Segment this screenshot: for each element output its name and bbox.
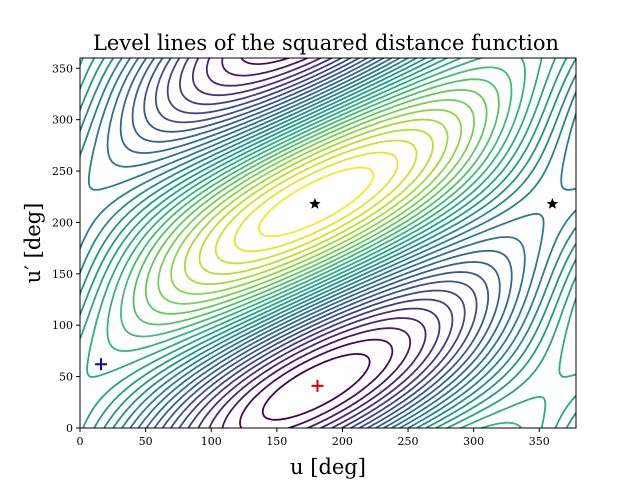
y-tick-label: 250	[52, 165, 73, 178]
contour-level	[157, 99, 475, 305]
contour-level	[154, 58, 478, 428]
contour-level	[119, 58, 513, 428]
y-tick-label: 300	[52, 114, 73, 127]
contour-level	[106, 58, 526, 428]
contour-level	[166, 58, 466, 428]
contour-level	[131, 58, 501, 428]
x-tick-label: 350	[529, 435, 550, 448]
x-tick-label: 300	[463, 435, 484, 448]
contour-level	[192, 58, 441, 428]
contour-level	[170, 108, 463, 295]
contour-level	[221, 58, 412, 428]
y-tick-label: 150	[52, 268, 73, 281]
contour-level	[258, 166, 375, 238]
markers	[94, 197, 559, 392]
x-axis: 0 50 100 150 200 250 300 350	[77, 428, 550, 448]
contour-level	[80, 58, 576, 428]
contour-level	[144, 89, 488, 315]
contour-level	[80, 58, 576, 428]
x-tick-label: 250	[398, 435, 419, 448]
plus-marker	[311, 379, 324, 392]
x-tick-label: 150	[266, 435, 287, 448]
y-tick-label: 0	[66, 422, 73, 435]
contour-level	[198, 128, 434, 275]
contour-level	[183, 118, 449, 286]
contour-level	[80, 58, 576, 428]
y-axis: 0 50 100 150 200 250 300 350	[52, 62, 80, 435]
contour-level	[205, 58, 427, 428]
x-tick-label: 200	[332, 435, 353, 448]
y-tick-label: 50	[59, 371, 73, 384]
contour-level	[239, 58, 394, 428]
y-axis-label: u′ [deg]	[21, 203, 45, 284]
contour-level	[88, 58, 576, 428]
star-marker	[546, 197, 559, 209]
contour-lines	[80, 58, 576, 428]
contour-level	[80, 58, 576, 428]
contour-level	[80, 58, 576, 428]
x-axis-label: u [deg]	[290, 455, 366, 479]
x-tick-label: 0	[77, 435, 84, 448]
chart-title: Level lines of the squared distance func…	[93, 31, 559, 55]
contour-level	[233, 151, 399, 253]
plus-marker	[94, 358, 107, 371]
contour-level	[261, 353, 371, 421]
y-tick-label: 100	[52, 319, 73, 332]
contour-level	[132, 78, 500, 326]
star-marker	[309, 197, 321, 209]
x-tick-label: 50	[139, 435, 153, 448]
y-tick-label: 200	[52, 216, 73, 229]
y-tick-label: 350	[52, 62, 73, 75]
contour-level	[214, 139, 418, 265]
contour-level	[86, 58, 576, 428]
contour-level	[120, 66, 513, 338]
x-tick-label: 100	[201, 435, 222, 448]
plot-frame	[79, 57, 577, 429]
